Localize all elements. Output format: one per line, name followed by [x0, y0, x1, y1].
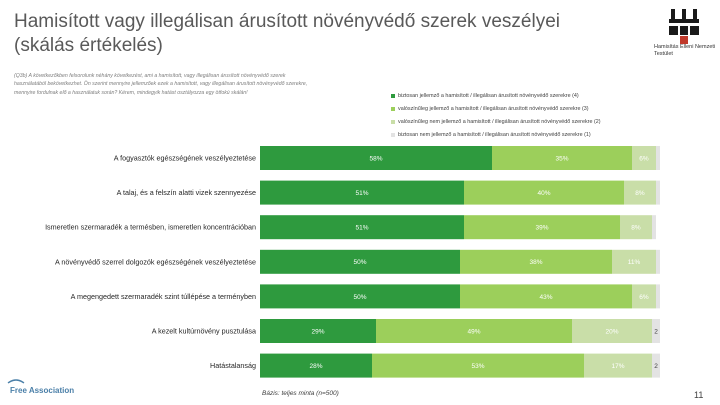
- data-label: 50%: [353, 259, 366, 266]
- bar-segment: [656, 146, 660, 170]
- brand-name: Free Association: [10, 386, 75, 395]
- survey-question: (Q3b) A következőkben felsorolunk néhány…: [14, 73, 308, 96]
- bar-segment: [624, 180, 656, 205]
- data-label: 58%: [369, 155, 382, 162]
- data-label: 50%: [353, 294, 366, 301]
- bar-segment: [632, 284, 656, 309]
- bar-segment: [632, 146, 656, 170]
- chart-legend: biztosan jellemző a hamisított / illegál…: [391, 89, 691, 141]
- legend-swatch: [391, 132, 395, 137]
- hent-logo: [669, 9, 699, 44]
- data-label: 11%: [628, 259, 641, 266]
- bar-segment: [260, 319, 376, 343]
- category-label: A talaj, és a felszín alatti vizek szenn…: [117, 188, 256, 197]
- bar-segment: [464, 215, 620, 240]
- legend-swatch: [391, 119, 395, 124]
- bar-segment: [260, 146, 492, 170]
- bar-segment: [656, 180, 660, 205]
- bar-segment: [460, 249, 612, 274]
- bar-segment: [652, 353, 660, 378]
- data-label: 6%: [639, 294, 649, 301]
- bar-segment: [464, 180, 624, 205]
- legend-label: valószínűleg jellemző a hamisított / ill…: [398, 105, 589, 112]
- category-label: A fogyasztók egészségének veszélyeztetés…: [114, 154, 256, 163]
- bar-segment: [652, 319, 660, 343]
- data-label: 8%: [631, 225, 641, 232]
- legend-swatch: [391, 93, 395, 98]
- bar-segment: [620, 215, 652, 240]
- base-note: Bázis: teljes minta (n=500): [262, 390, 339, 397]
- bar-segment: [584, 353, 652, 378]
- category-label: A megengedett szermaradék szint túllépés…: [71, 292, 256, 301]
- legend-item: biztosan jellemző a hamisított / illegál…: [391, 89, 691, 102]
- data-label: 51%: [355, 190, 368, 197]
- bar-segment: [612, 249, 656, 274]
- bar-segment: [260, 180, 464, 205]
- legend-item: valószínűleg jellemző a hamisított / ill…: [391, 102, 691, 115]
- legend-label: valószínűleg nem jellemző a hamisított /…: [398, 118, 601, 125]
- data-label: 43%: [539, 294, 552, 301]
- data-label: 35%: [555, 155, 568, 162]
- category-label: A növényvédő szerrel dolgozók egészségén…: [55, 257, 256, 266]
- data-label: 6%: [639, 155, 649, 162]
- brand-logo: [7, 379, 25, 384]
- legend-item: valószínűleg nem jellemző a hamisított /…: [391, 115, 691, 128]
- bar-segment: [572, 319, 652, 343]
- bar-segment: [656, 284, 660, 309]
- data-label: 2: [654, 363, 658, 370]
- bar-segment: [652, 215, 656, 240]
- legend-label: biztosan nem jellemző a hamisított / ill…: [398, 131, 591, 138]
- bar-segment: [260, 284, 460, 309]
- bar-segment: [260, 353, 372, 378]
- data-label: 53%: [471, 363, 484, 370]
- data-label: 2: [654, 328, 658, 335]
- category-label: Hatástalanság: [210, 361, 256, 370]
- data-label: 8%: [635, 190, 645, 197]
- legend-label: biztosan jellemző a hamisított / illegál…: [398, 92, 579, 99]
- bar-segment: [492, 146, 632, 170]
- legend-item: biztosan nem jellemző a hamisított / ill…: [391, 128, 691, 141]
- data-label: 51%: [355, 225, 368, 232]
- bar-segment: [372, 353, 584, 378]
- data-label: 40%: [537, 190, 550, 197]
- category-label: Ismeretlen szermaradék a termésben, isme…: [45, 223, 256, 232]
- data-label: 38%: [529, 259, 542, 266]
- category-label: A kezelt kultúrnövény pusztulása: [152, 327, 256, 336]
- data-label: 29%: [311, 328, 324, 335]
- bar-segment: [260, 249, 460, 274]
- data-label: 28%: [309, 363, 322, 370]
- bar-segment: [376, 319, 572, 343]
- data-label: 20%: [605, 328, 618, 335]
- data-label: 17%: [611, 363, 624, 370]
- bar-segment: [656, 249, 660, 274]
- bar-segment: [460, 284, 632, 309]
- legend-swatch: [391, 106, 395, 111]
- data-label: 49%: [467, 328, 480, 335]
- bar-segment: [260, 215, 464, 240]
- data-label: 39%: [535, 225, 548, 232]
- page-number: 11: [694, 390, 704, 400]
- chart-title: Hamisított vagy illegálisan árusított nö…: [14, 11, 560, 56]
- logo-text: Hamisítás Elleni Nemzeti Testület: [654, 44, 716, 57]
